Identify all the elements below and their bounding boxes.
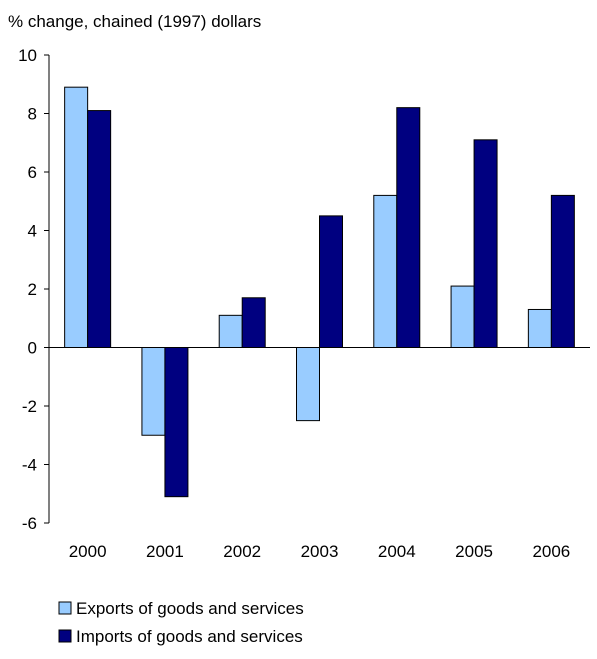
bar-imports-2006	[550, 194, 575, 348]
x-tick-label: 2005	[455, 542, 493, 561]
bar-exports-2002	[218, 314, 243, 349]
y-tick-label: 8	[28, 105, 37, 124]
x-tick-label: 2002	[223, 542, 261, 561]
legend-swatch	[58, 601, 72, 615]
x-tick-label: 2006	[532, 542, 570, 561]
bar-imports-2003	[319, 215, 343, 348]
y-tick-label: 4	[28, 222, 37, 241]
bar-imports-2000	[87, 110, 112, 348]
bar-imports-2002	[241, 297, 266, 348]
bar-exports-2004	[373, 194, 398, 348]
legend: Exports of goods and services Imports of …	[58, 599, 304, 646]
y-tick-label: -6	[22, 514, 37, 533]
bar-exports-2003	[296, 347, 320, 422]
plot-area: 10 8 6 4 2 0 -2 -4 -6 2000 2001 2002 2003 2004 2005 200…	[18, 46, 590, 561]
x-tick-label: 2001	[146, 542, 184, 561]
bar-exports-2006	[527, 308, 552, 349]
legend-label: Exports of goods and services	[76, 599, 304, 618]
bar-exports-2005	[450, 285, 475, 349]
y-axis-label: % change, chained (1997) dollars	[8, 12, 261, 31]
bar-exports-2001	[141, 347, 166, 436]
y-tick-label: 0	[28, 339, 37, 358]
y-tick-label: -4	[22, 456, 37, 475]
x-tick-label: 2003	[301, 542, 339, 561]
bar-imports-2005	[473, 139, 498, 348]
bar-imports-2004	[396, 107, 421, 349]
bar-imports-2001	[164, 347, 189, 498]
legend-label: Imports of goods and services	[76, 627, 303, 646]
y-tick-label: 6	[28, 163, 37, 182]
bar-exports-2000	[64, 86, 89, 349]
y-tick-label: 10	[18, 46, 37, 65]
x-tick-label: 2000	[69, 542, 107, 561]
x-tick-label: 2004	[378, 542, 416, 561]
legend-swatch	[58, 629, 72, 643]
y-tick-label: 2	[28, 280, 37, 299]
y-tick-label: -2	[22, 397, 37, 416]
